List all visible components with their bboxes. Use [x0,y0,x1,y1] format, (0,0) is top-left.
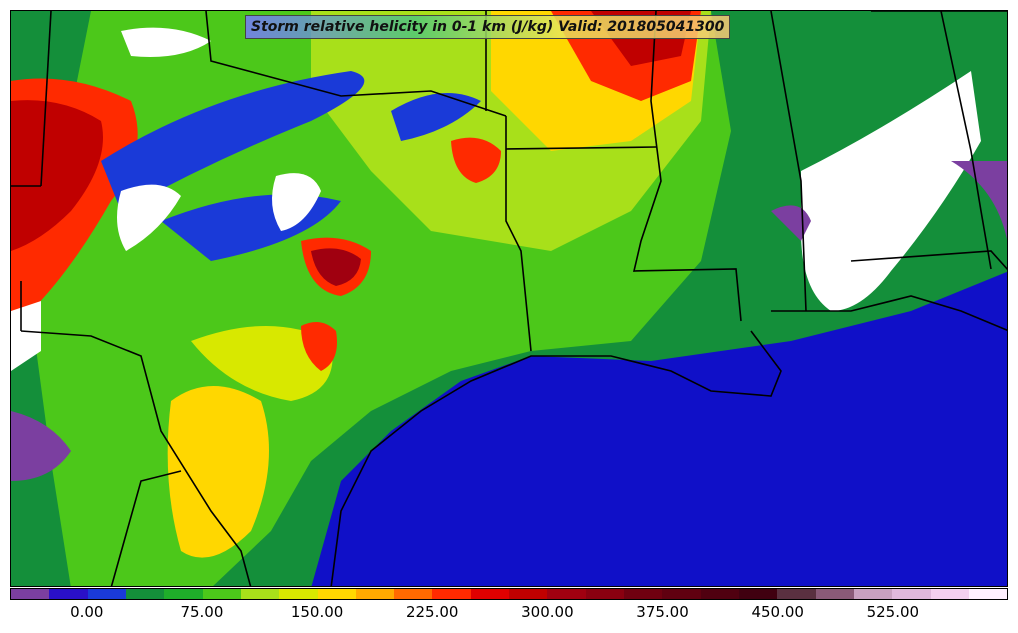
colorbar-segment [240,589,280,599]
colorbar-segment [738,589,778,599]
colorbar-tick-label: 75.00 [180,603,224,621]
colorbar-segment [202,589,241,599]
colorbar-segment [700,589,739,599]
colorbar-tick-label: 375.00 [636,603,689,621]
colorbar-segment [49,589,88,599]
colorbar [10,588,1008,600]
colorbar-segment [164,589,203,599]
colorbar-tick-label: 450.00 [751,603,804,621]
colorbar-segment [87,589,126,599]
map-title: Storm relative helicity in 0-1 km (J/kg)… [245,15,731,39]
colorbar-tick-label: 300.00 [521,603,574,621]
boundary-lines [11,11,1007,586]
colorbar-tick-label: 0.00 [70,603,104,621]
colorbar-segment [892,589,931,599]
colorbar-segment [853,589,893,599]
colorbar-segment [509,589,548,599]
colorbar-segment [11,589,50,599]
colorbar-segment [815,589,854,599]
colorbar-tick-label: 225.00 [405,603,459,621]
colorbar-segment [547,589,586,599]
colorbar-segment [624,589,663,599]
colorbar-segment [662,589,701,599]
colorbar-segment [355,589,395,599]
colorbar-segment [317,589,356,599]
colorbar-segment [930,589,969,599]
helicity-map [11,11,1007,586]
colorbar-segment [470,589,510,599]
colorbar-segment [777,589,816,599]
colorbar-segment [279,589,318,599]
colorbar-segment [125,589,165,599]
colorbar-segment [968,589,1008,599]
colorbar-tick-label: 525.00 [866,603,920,621]
colorbar-tick-label: 150.00 [290,603,344,621]
colorbar-segment [432,589,471,599]
colorbar-segment [394,589,433,599]
map-area [10,10,1008,587]
colorbar-segment [585,589,624,599]
